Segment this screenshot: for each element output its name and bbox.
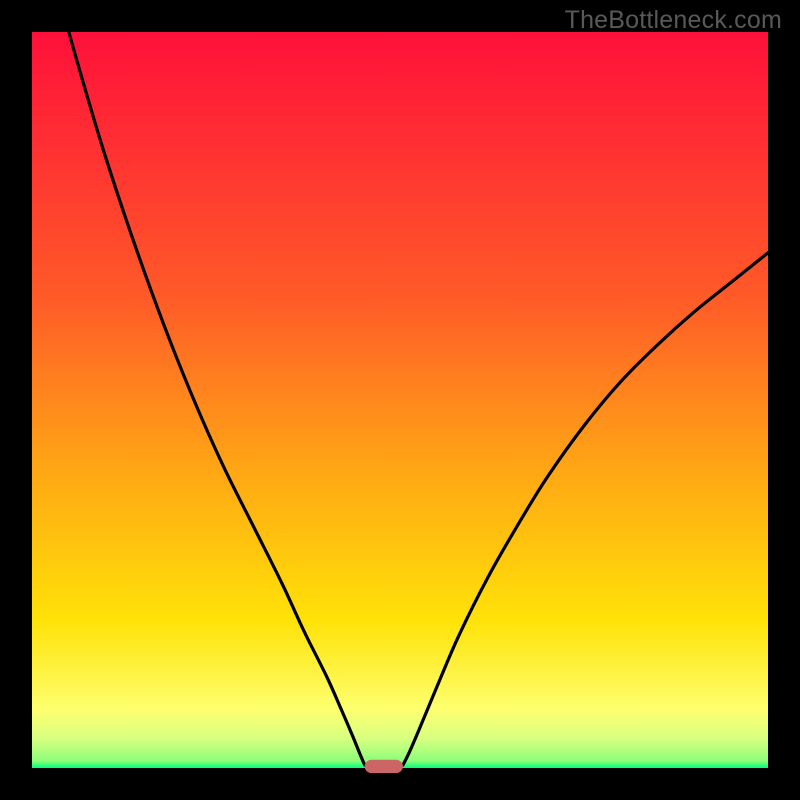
bottleneck-marker: [365, 760, 403, 773]
chart-area: [32, 32, 768, 768]
bottleneck-chart: [32, 32, 768, 768]
watermark-text: TheBottleneck.com: [565, 6, 782, 35]
outer-frame: TheBottleneck.com: [0, 0, 800, 800]
curve-right-branch: [403, 253, 768, 765]
curve-left-branch: [69, 32, 365, 765]
